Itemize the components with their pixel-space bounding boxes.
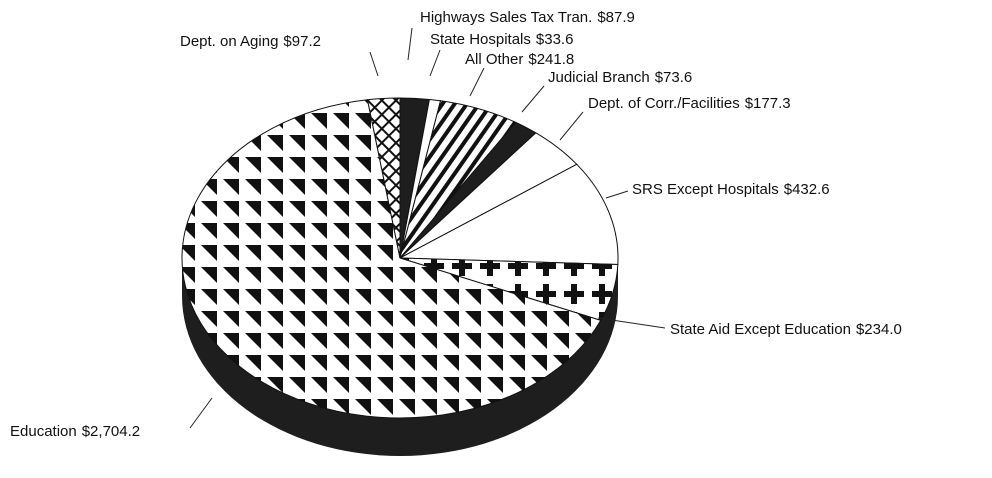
leader-line xyxy=(597,317,666,329)
slice-category: Judicial Branch xyxy=(548,69,650,86)
slice-value: $432.6 xyxy=(784,181,830,198)
slice-label: SRS Except Hospitals $432.6 xyxy=(632,181,830,198)
pie-slice xyxy=(366,97,401,259)
slice-label: Dept. of Corr./Facilities $177.3 xyxy=(588,95,791,112)
leader-line xyxy=(189,397,213,429)
slice-category: Highways Sales Tax Tran. xyxy=(420,9,592,26)
slice-label: All Other $241.8 xyxy=(465,51,574,68)
slice-value: $73.6 xyxy=(655,69,693,86)
leader-line xyxy=(429,49,441,77)
slice-value: $2,704.2 xyxy=(82,423,140,440)
slice-category: Education xyxy=(10,423,77,440)
slice-value: $241.8 xyxy=(528,51,574,68)
slice-category: Dept. on Aging xyxy=(180,33,278,50)
pie-slice xyxy=(181,99,602,419)
slice-category: Dept. of Corr./Facilities xyxy=(588,95,740,112)
leader-line xyxy=(469,67,485,97)
leader-line xyxy=(407,27,413,61)
slice-label: Dept. on Aging $97.2 xyxy=(180,33,321,50)
slice-category: State Aid Except Education xyxy=(670,321,851,338)
leader-line xyxy=(521,85,545,113)
slice-value: $33.6 xyxy=(536,31,574,48)
slice-category: SRS Except Hospitals xyxy=(632,181,779,198)
slice-label: State Hospitals $33.6 xyxy=(430,31,573,48)
slice-label: Education $2,704.2 xyxy=(10,423,140,440)
slice-category: State Hospitals xyxy=(430,31,531,48)
leader-line xyxy=(559,111,584,141)
slice-value: $177.3 xyxy=(745,95,791,112)
slice-category: All Other xyxy=(465,51,523,68)
slice-value: $87.9 xyxy=(597,9,635,26)
slice-label: State Aid Except Education $234.0 xyxy=(670,321,902,338)
slice-label: Judicial Branch $73.6 xyxy=(548,69,692,86)
slice-value: $97.2 xyxy=(283,33,321,50)
leader-line xyxy=(369,51,379,77)
pie-slice xyxy=(398,163,619,265)
leader-line xyxy=(605,190,629,199)
slice-label: Highways Sales Tax Tran. $87.9 xyxy=(420,9,635,26)
slice-value: $234.0 xyxy=(856,321,902,338)
